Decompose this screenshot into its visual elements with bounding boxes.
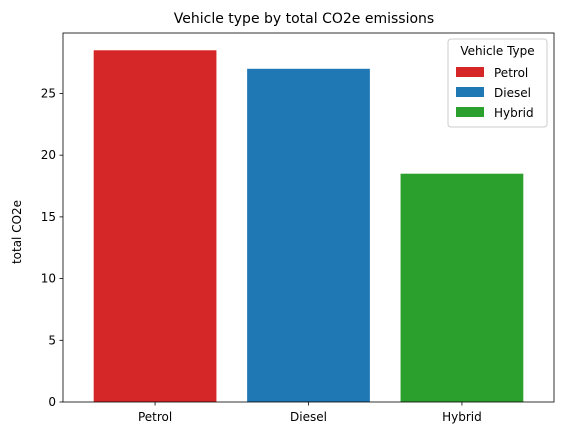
legend-swatch-petrol	[456, 67, 484, 77]
y-tick-label: 15	[41, 210, 56, 224]
bar-hybrid	[400, 173, 524, 402]
bar-petrol	[93, 50, 217, 403]
axes-group: 0 5 10 15 20 25 Petrol Diesel Hybrid	[41, 32, 555, 424]
bar-diesel	[247, 68, 370, 402]
legend-title: Vehicle Type	[460, 44, 534, 58]
y-tick-label: 0	[48, 395, 56, 409]
x-tick-label: Diesel	[290, 410, 327, 424]
y-axis-label: total CO2e	[10, 200, 24, 264]
legend: Vehicle Type Petrol Diesel Hybrid	[447, 38, 548, 128]
y-tick-label: 20	[41, 148, 56, 162]
y-tick-label: 25	[41, 86, 56, 100]
y-tick-label: 10	[41, 272, 56, 286]
chart-title: Vehicle type by total CO2e emissions	[174, 11, 434, 27]
legend-box	[447, 38, 548, 128]
legend-swatch-hybrid	[456, 107, 484, 117]
legend-label-petrol: Petrol	[494, 66, 528, 80]
legend-swatch-diesel	[456, 87, 484, 97]
x-tick-label: Petrol	[138, 410, 172, 424]
x-tick-label: Hybrid	[442, 410, 482, 424]
bars-group	[93, 50, 524, 403]
y-tick-label: 5	[48, 333, 56, 347]
legend-label-hybrid: Hybrid	[494, 106, 534, 120]
legend-label-diesel: Diesel	[494, 86, 531, 100]
